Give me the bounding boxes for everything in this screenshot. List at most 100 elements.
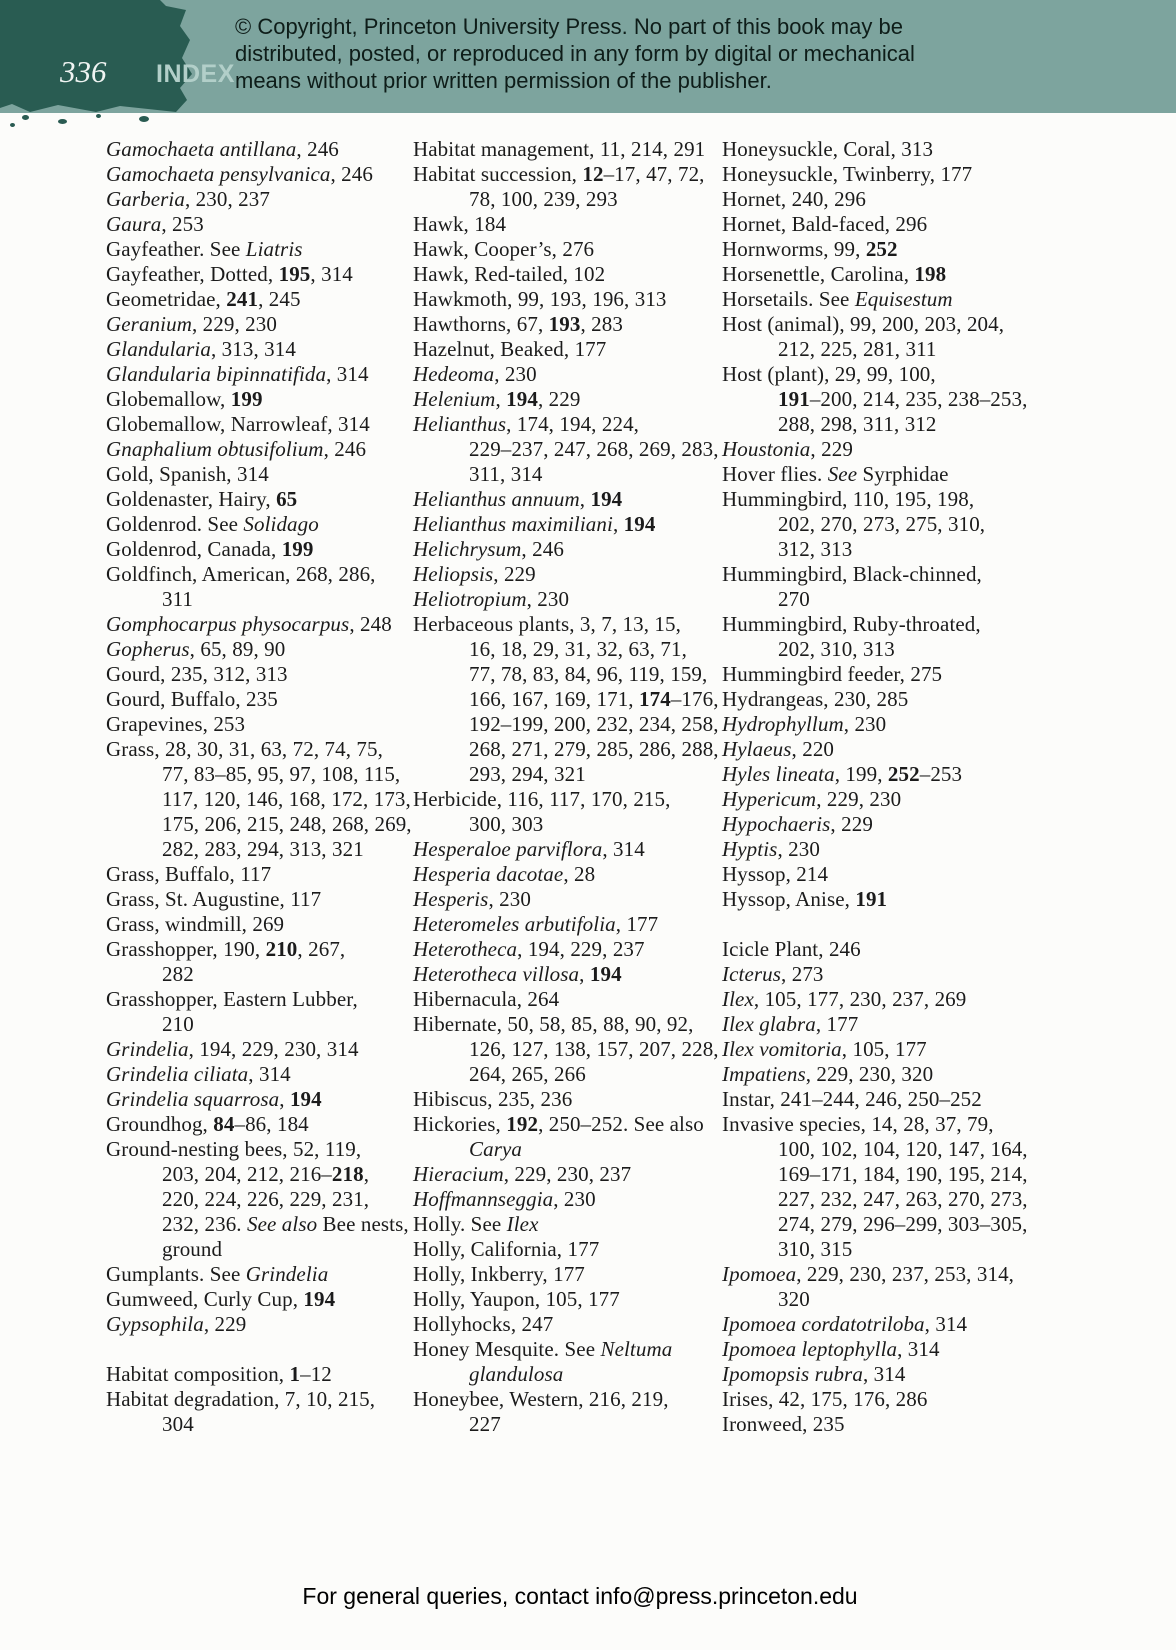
index-line: Hickories, 192, 250–252. See also — [413, 1112, 719, 1137]
index-text-segment: Bee nests, — [317, 1212, 409, 1236]
index-entry: Hover flies. See Syrphidae — [722, 462, 1028, 487]
index-text-segment: Goldenrod, Canada, — [106, 537, 282, 561]
index-text-segment: , 199, — [834, 762, 888, 786]
index-line: Grasshopper, Eastern Lubber, — [106, 987, 412, 1012]
index-line: Hornworms, 99, 252 — [722, 237, 1028, 262]
index-entry: Ironweed, 235 — [722, 1412, 1028, 1437]
index-line: Hornet, 240, 296 — [722, 187, 1028, 212]
index-text-segment: , 230 — [843, 712, 887, 736]
index-text-segment: 65 — [276, 487, 298, 511]
index-text-segment: Hedeoma — [413, 362, 495, 386]
index-text-segment: , 230 — [494, 362, 537, 386]
index-line: 100, 102, 104, 120, 147, 164, — [722, 1137, 1028, 1162]
index-line: Hesperis, 230 — [413, 887, 719, 912]
index-entry: Hibiscus, 235, 236 — [413, 1087, 719, 1112]
index-line: Gaura, 253 — [106, 212, 412, 237]
index-text-segment: Impatiens — [722, 1062, 806, 1086]
index-text-segment: Gamochaeta antillana — [106, 137, 297, 161]
index-entry: Gopherus, 65, 89, 90 — [106, 637, 412, 662]
index-text-segment: , — [612, 512, 624, 536]
copyright-line: means without prior written permission o… — [235, 68, 772, 93]
index-text-segment: Ipomoea cordatotriloba — [722, 1312, 925, 1336]
index-text-segment: Globemallow, Narrowleaf, 314 — [106, 412, 370, 436]
index-line: Heterotheca villosa, 194 — [413, 962, 719, 987]
index-text-segment: , 267, — [297, 937, 346, 961]
index-text-segment: 194 — [589, 962, 622, 986]
index-text-segment: , 246 — [521, 537, 564, 561]
index-line: Ipomopsis rubra, 314 — [722, 1362, 1028, 1387]
index-text-segment: 194 — [289, 1087, 322, 1111]
index-line: Ipomoea, 229, 230, 237, 253, 314, — [722, 1262, 1028, 1287]
index-text-segment: , — [279, 1087, 290, 1111]
index-text-segment: Hummingbird, Ruby-throated, — [722, 612, 981, 636]
index-entry: Hyssop, Anise, 191 — [722, 887, 1028, 912]
index-text-segment: Holly, California, 177 — [413, 1237, 600, 1261]
index-entry: Grasshopper, 190, 210, 267, 282 — [106, 937, 412, 987]
index-line: Helenium, 194, 229 — [413, 387, 719, 412]
index-text-segment: 227, 232, 247, 263, 270, 273, — [778, 1187, 1028, 1211]
index-text-segment: 212, 225, 281, 311 — [778, 337, 937, 361]
index-line: 264, 265, 266 — [413, 1062, 719, 1087]
index-text-segment: Hawkmoth, 99, 193, 196, 313 — [413, 287, 667, 311]
index-entry: Gumplants. See Grindelia — [106, 1262, 412, 1287]
index-line: Horsenettle, Carolina, 198 — [722, 262, 1028, 287]
index-entry: Honeybee, Western, 216, 219, 227 — [413, 1387, 719, 1437]
grunge-speckle — [22, 115, 29, 120]
index-text-segment: 210 — [162, 1012, 194, 1036]
index-line: 126, 127, 138, 157, 207, 228, — [413, 1037, 719, 1062]
index-text-segment: 1 — [289, 1362, 301, 1386]
index-text-segment: 198 — [914, 262, 947, 286]
index-text-segment: , — [579, 962, 590, 986]
index-line: Hesperaloe parviflora, 314 — [413, 837, 719, 862]
index-column-2: Habitat management, 11, 214, 291 Habitat … — [413, 137, 719, 1437]
index-text-segment: Hyptis — [722, 837, 778, 861]
index-text-segment: Icicle Plant, 246 — [722, 937, 861, 961]
index-entry: Helichrysum, 246 — [413, 537, 719, 562]
index-text-segment: 192 — [506, 1112, 539, 1136]
index-text-segment: Equisestum — [854, 287, 953, 311]
index-text-segment: , 229, 230 — [191, 312, 277, 336]
index-entry: Grapevines, 253 — [106, 712, 412, 737]
index-text-segment: Gold, Spanish, 314 — [106, 462, 269, 486]
index-entry: Hyptis, 230 — [722, 837, 1028, 862]
index-entry: Goldenrod. See Solidago — [106, 512, 412, 537]
index-column-3: Honeysuckle, Coral, 313 Honeysuckle, Twin… — [722, 137, 1028, 1437]
index-entry: Heterotheca, 194, 229, 237 — [413, 937, 719, 962]
index-text-segment: 174 — [639, 687, 671, 711]
index-line: Habitat degradation, 7, 10, 215, — [106, 1387, 412, 1412]
index-line: Gopherus, 65, 89, 90 — [106, 637, 412, 662]
index-text-segment: 304 — [162, 1412, 194, 1436]
index-line: 229–237, 247, 268, 269, 283, — [413, 437, 719, 462]
index-entry: Honeysuckle, Coral, 313 — [722, 137, 1028, 162]
index-text-segment: , 248 — [349, 612, 392, 636]
index-line: Hover flies. See Syrphidae — [722, 462, 1028, 487]
index-line: 293, 294, 321 — [413, 762, 719, 787]
index-entry: Hydrangeas, 230, 285 — [722, 687, 1028, 712]
index-line: Gumplants. See Grindelia — [106, 1262, 412, 1287]
index-entry: Houstonia, 229 — [722, 437, 1028, 462]
index-text-segment: , 283 — [580, 312, 623, 336]
index-text-segment: Herbaceous plants, 3, 7, 13, 15, — [413, 612, 681, 636]
index-text-segment: 232, 236. — [162, 1212, 247, 1236]
index-line: Groundhog, 84–86, 184 — [106, 1112, 412, 1137]
index-text-segment: Habitat degradation, 7, 10, 215, — [106, 1387, 376, 1411]
index-text-segment: Honeysuckle, Coral, 313 — [722, 137, 934, 161]
index-entry: Herbaceous plants, 3, 7, 13, 15, 16, 18, … — [413, 612, 719, 787]
index-text-segment: Gypsophila — [106, 1312, 204, 1336]
index-entry: Geometridae, 241, 245 — [106, 287, 412, 312]
index-text-segment: 268, 271, 279, 285, 286, 288, — [469, 737, 719, 761]
index-entry: Hawthorns, 67, 193, 283 — [413, 312, 719, 337]
index-text-segment: , 230 — [553, 1187, 596, 1211]
index-text-segment: , 105, 177 — [841, 1037, 927, 1061]
index-text-segment: 218 — [331, 1162, 364, 1186]
index-text-segment: 229–237, 247, 268, 269, 283, — [469, 437, 719, 461]
index-line: 78, 100, 239, 293 — [413, 187, 719, 212]
index-text-segment: , 229 — [537, 387, 581, 411]
index-text-segment: –253 — [919, 762, 963, 786]
index-text-segment: , 174, 194, 224, — [506, 412, 640, 436]
index-text-segment: Hawk, Red-tailed, 102 — [413, 262, 606, 286]
index-text-segment: 84 — [213, 1112, 235, 1136]
index-entry: Grass, St. Augustine, 117 — [106, 887, 412, 912]
index-entry: Gourd, 235, 312, 313 — [106, 662, 412, 687]
index-text-segment: Grass, St. Augustine, 117 — [106, 887, 322, 911]
